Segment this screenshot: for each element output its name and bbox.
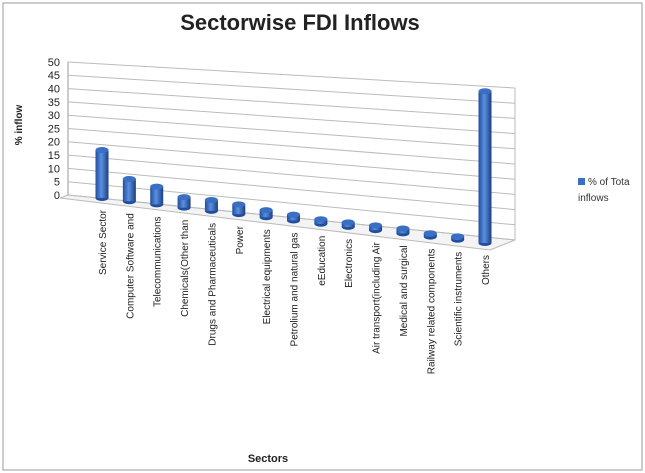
x-tick-label: Chemicals(Other than <box>180 220 191 317</box>
bar <box>95 150 109 198</box>
bar-cap <box>95 147 109 153</box>
x-tick-label: Others <box>481 255 492 285</box>
bar <box>204 200 218 211</box>
x-tick-label: eEducation <box>317 236 328 286</box>
bar-cap <box>259 207 273 214</box>
bar-cap <box>177 194 191 201</box>
y-tick-label: 45 <box>48 70 60 82</box>
x-tick-label: Electronics <box>344 239 355 288</box>
bar <box>122 178 136 202</box>
bar <box>177 197 191 208</box>
bar-cap <box>451 233 465 240</box>
x-tick-label: Computer Software and <box>125 213 136 319</box>
grid-line <box>67 101 516 135</box>
grid-line <box>67 114 516 150</box>
bar-cap <box>204 197 218 204</box>
x-tick-label: Scientific instruments <box>454 252 465 346</box>
y-tick-label: 25 <box>48 123 60 135</box>
bar-cap <box>396 225 410 232</box>
x-tick-label: Drugs and Pharmaceuticals <box>207 223 218 346</box>
legend-label: % of Tota inflows <box>578 177 630 204</box>
grid-line <box>67 61 516 89</box>
x-tick-label: Railway related components <box>426 249 437 375</box>
y-tick-label: 50 <box>48 57 60 69</box>
bar-cap <box>423 230 437 237</box>
bar <box>232 204 246 215</box>
grid-line <box>67 141 516 180</box>
grid-line <box>67 181 516 226</box>
y-tick-label: 10 <box>48 163 60 175</box>
bar-cap <box>232 201 246 208</box>
x-tick-label: Air transport(including Air <box>372 241 383 353</box>
bar-cap <box>341 219 355 226</box>
grid-line <box>67 167 516 211</box>
bar-cap <box>150 183 164 190</box>
legend: % of Tota inflows <box>578 175 640 207</box>
grid-line <box>67 154 516 195</box>
bar-cap <box>287 211 300 218</box>
x-tick-label: Service Sector <box>98 209 109 275</box>
bar <box>478 91 492 243</box>
bar-cap <box>369 222 383 229</box>
x-tick-label: Electrical equipments <box>262 229 273 324</box>
x-tick-label: Petrolium and natural gas <box>290 233 301 347</box>
legend-swatch <box>578 178 585 185</box>
y-tick-label: 0 <box>54 190 60 202</box>
chart-title: Sectorwise FDI Inflows <box>180 10 420 35</box>
y-axis-label: % inflow <box>14 105 25 146</box>
bar-cap <box>314 216 328 223</box>
x-tick-label: Telecommunications <box>153 216 164 307</box>
bar-cap <box>478 88 492 95</box>
x-axis-label: Sectors <box>248 453 288 465</box>
y-tick-label: 5 <box>54 177 60 189</box>
bar <box>150 186 164 205</box>
x-tick-label: Medical and surgical <box>399 245 410 336</box>
grid-line <box>67 128 516 165</box>
y-tick-label: 35 <box>48 97 60 109</box>
grid-line <box>67 74 516 104</box>
y-tick-label: 30 <box>48 110 60 122</box>
bar-cap <box>122 175 136 182</box>
y-tick-label: 20 <box>48 137 60 149</box>
bar <box>259 210 273 218</box>
grid-line <box>67 88 516 119</box>
y-tick-label: 40 <box>48 84 60 96</box>
x-tick-label: Power <box>235 225 246 254</box>
y-tick-label: 15 <box>48 150 60 162</box>
